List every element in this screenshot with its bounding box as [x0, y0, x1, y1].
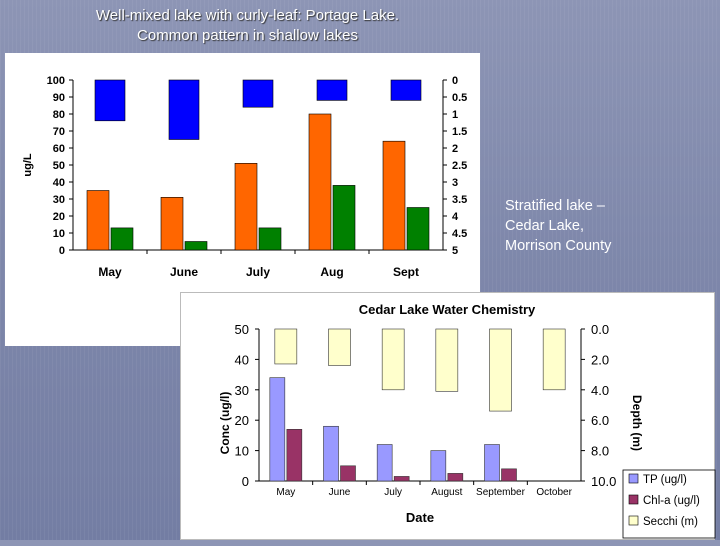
x-tick-label: May: [276, 487, 295, 498]
bar-series-1: [382, 140, 406, 251]
bar-secchi-hanging: [274, 328, 298, 365]
y2-tick-label: 4.0: [591, 383, 609, 398]
caption-line-3: Morrison County: [505, 238, 612, 254]
y-tick-label: 90: [53, 92, 65, 104]
bar-chl-a: [286, 429, 303, 482]
slide-title-line-1: Well-mixed lake with curly-leaf: Portage…: [95, 7, 400, 24]
y2-tick-label: 5: [452, 245, 458, 257]
cedar-lake-chart-svg: Cedar Lake Water Chemistry 0 10 20 30 40 50 0.0…: [218, 302, 716, 539]
y2-tick-label: 10.0: [591, 474, 616, 489]
y-tick-label: 30: [235, 383, 249, 398]
bar-series-2: [258, 227, 282, 251]
y2-tick-label: 0.0: [591, 322, 609, 337]
caption-line-1: Stratified lake –: [505, 198, 605, 214]
bar-secchi-hanging: [328, 328, 351, 366]
bar-series-3-hanging: [316, 79, 348, 101]
y-tick-label: 0: [59, 245, 65, 257]
x-tick-label: October: [536, 487, 572, 498]
x-tick-label: July: [246, 265, 270, 279]
bar-series-2: [110, 227, 134, 251]
y-tick-label: 50: [53, 160, 65, 172]
y2-tick-label: 1: [452, 109, 458, 121]
y2-tick-label: 0.5: [452, 92, 467, 104]
x-tick-label: August: [431, 487, 462, 498]
bar-tp: [323, 425, 339, 482]
y2-tick-label: 2.5: [452, 160, 467, 172]
legend-label: Chl-a (ug/l): [643, 495, 700, 507]
cedar-lake-chart: Cedar Lake Water Chemistry 0 10 20 30 40 50 0.0…: [180, 292, 716, 540]
y-axis-label: Conc (ug/l): [218, 392, 232, 455]
y-tick-label: 10: [53, 228, 65, 240]
bar-chl-a: [501, 468, 517, 482]
bar-series-1: [160, 197, 184, 251]
bar-secchi-hanging: [381, 328, 405, 391]
y-tick-label: 20: [53, 211, 65, 223]
bar-chl-a: [447, 473, 464, 482]
y2-tick-label: 2.0: [591, 352, 609, 367]
x-axis-label: Date: [406, 510, 434, 525]
x-tick-label: June: [329, 487, 351, 498]
y2-tick-label: 4: [452, 211, 459, 223]
legend-label: TP (ug/l): [643, 474, 687, 486]
y-tick-label: 0: [242, 474, 249, 489]
y2-tick-label: 0: [452, 75, 458, 87]
legend-swatch: [628, 515, 639, 526]
y-tick-label: 10: [235, 444, 249, 459]
y-axis-label: ug/L: [22, 153, 34, 176]
bar-chl-a: [340, 465, 356, 482]
y-tick-label: 100: [47, 75, 65, 87]
bar-tp: [376, 444, 393, 482]
bar-tp: [430, 450, 447, 482]
y-tick-label: 60: [53, 143, 65, 155]
bar-tp: [269, 377, 286, 482]
y-tick-label: 70: [53, 126, 65, 138]
bar-series-1: [234, 163, 258, 251]
y-tick-label: 40: [53, 177, 65, 189]
bar-series-1: [308, 113, 332, 251]
y-tick-label: 20: [235, 413, 249, 428]
bar-series-2: [184, 241, 208, 251]
y-tick-label: 40: [235, 352, 249, 367]
y2-tick-label: 6.0: [591, 413, 609, 428]
bar-series-1: [86, 190, 110, 251]
bar-secchi-hanging: [489, 328, 512, 412]
x-tick-label: Aug: [320, 265, 343, 279]
caption-line-2: Cedar Lake,: [505, 218, 584, 234]
y2-tick-label: 2: [452, 143, 458, 155]
x-tick-label: May: [98, 265, 122, 279]
portage-lake-chart-svg: 0 10 20 30 40 50 60 70 80 90 100 0 0.5 1 1.5 2 2.5 3 3.5 4 4…: [22, 75, 467, 279]
legend-box: [622, 469, 716, 539]
x-tick-label: September: [476, 487, 526, 498]
bar-series-3-hanging: [390, 79, 422, 101]
y-tick-label: 80: [53, 109, 65, 121]
y2-tick-label: 1.5: [452, 126, 467, 138]
y-tick-label: 50: [235, 322, 249, 337]
y2-tick-label: 4.5: [452, 228, 467, 240]
chart-title: Cedar Lake Water Chemistry: [359, 302, 536, 317]
bar-series-2: [406, 207, 430, 251]
bar-secchi-hanging: [435, 328, 459, 392]
y2-tick-label: 3.5: [452, 194, 467, 206]
bar-secchi-hanging: [542, 328, 566, 391]
x-tick-label: Sept: [393, 265, 419, 279]
bar-chl-a: [393, 476, 410, 482]
x-tick-label: July: [384, 487, 402, 498]
slide-title-line-2: Common pattern in shallow lakes: [137, 27, 358, 44]
legend-swatch: [628, 494, 639, 505]
bar-tp: [484, 444, 500, 482]
y2-tick-label: 3: [452, 177, 458, 189]
y2-axis-label: Depth (m): [630, 395, 644, 451]
x-tick-label: June: [170, 265, 198, 279]
slide-title: Well-mixed lake with curly-leaf: Portage…: [0, 6, 495, 46]
stratified-lake-caption: Stratified lake – Cedar Lake, Morrison C…: [505, 196, 705, 256]
bar-series-3-hanging: [242, 79, 274, 108]
legend-swatch: [628, 473, 639, 484]
bar-series-3-hanging: [94, 79, 126, 122]
y-tick-label: 30: [53, 194, 65, 206]
bar-series-3-hanging: [168, 79, 200, 140]
y2-tick-label: 8.0: [591, 444, 609, 459]
legend-label: Secchi (m): [643, 516, 698, 528]
bar-series-2: [332, 185, 356, 251]
